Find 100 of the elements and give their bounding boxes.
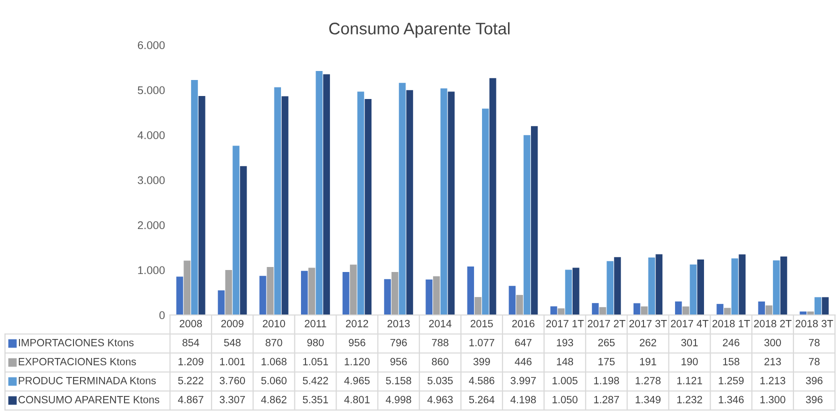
data-label: 4.963 [427,396,453,404]
bar [482,108,489,315]
bar [274,87,281,315]
bar [697,260,704,315]
bar [308,268,316,315]
bar [716,304,724,315]
bar [176,276,184,315]
data-label: 3.760 [220,376,245,384]
y-tick-label: 3.000 [138,176,165,184]
data-label: 5.422 [302,376,328,384]
bar [656,254,662,315]
data-label: 548 [224,338,241,346]
data-label: 1.050 [552,396,578,404]
data-label: 647 [515,338,532,346]
y-tick-label: 6.000 [138,41,165,50]
bar [675,301,682,315]
data-label: 191 [640,358,656,366]
data-label: 796 [390,338,407,346]
bar [392,272,398,315]
data-label: 4.862 [261,396,286,404]
data-label: 1.259 [718,376,744,384]
data-label: 213 [764,358,781,366]
data-label: 265 [598,338,615,346]
x-tick-label: 2012 [346,320,368,328]
x-tick-label: 2011 [304,320,326,328]
data-label: 1.120 [344,358,370,366]
bar [682,306,690,315]
bar [398,82,406,315]
x-tick-label: 2018 1T [712,320,750,328]
data-label: 1.213 [760,376,786,384]
bar [530,126,538,315]
data-label: 3.307 [220,396,245,404]
bar [606,261,614,315]
bar [592,303,599,315]
x-tick-label: 2017 1T [546,320,584,328]
bar [599,307,606,315]
bar [433,276,440,315]
bar [489,78,496,315]
data-label: 1.209 [178,358,204,366]
bar [357,92,364,315]
bar [232,146,240,315]
data-label: 190 [682,358,698,366]
data-label: 78 [808,358,820,366]
data-label: 4.965 [344,376,370,384]
data-label: 1.121 [677,376,702,384]
data-label: 5.158 [386,376,412,384]
bar [384,279,391,315]
data-label: 1.278 [636,376,661,384]
bar [342,272,350,315]
y-tick-label: 1.000 [138,266,165,274]
bar [259,276,266,315]
data-label: 1.051 [303,358,328,366]
bar [780,256,788,315]
legend-label: CONSUMO APARENTE Ktons [18,396,160,404]
data-label: 3.997 [510,376,536,384]
x-tick-label: 2016 [512,320,534,328]
data-label: 4.867 [178,396,204,404]
bar [648,257,656,315]
data-label: 399 [473,358,490,366]
data-label: 860 [432,358,448,366]
data-label: 870 [266,338,282,346]
bar [724,308,731,315]
bar [184,260,190,315]
x-tick-label: 2008 [180,320,202,328]
bar [822,297,829,315]
data-label: 300 [764,338,781,346]
x-tick-label: 2010 [262,320,286,328]
data-label: 5.351 [302,396,328,404]
data-label: 788 [432,338,448,346]
data-label: 1.198 [594,376,619,384]
bar [426,280,432,315]
data-label: 4.801 [344,396,370,404]
data-label: 301 [681,338,698,346]
legend-label: IMPORTACIONES Ktons [18,338,134,346]
bar [614,257,621,315]
bar [731,258,738,315]
data-label: 148 [556,358,574,366]
data-label: 1.232 [677,396,702,404]
bar [758,302,765,315]
data-label: 1.001 [220,358,245,366]
bar [440,88,448,315]
bar [633,303,640,315]
data-label: 5.035 [428,376,453,384]
bar [266,266,274,315]
bar [772,260,780,315]
data-label: 175 [598,358,615,366]
x-tick-label: 2018 3T [796,320,834,328]
bar [191,80,198,315]
x-tick-label: 2017 2T [588,320,626,328]
data-label: 158 [723,358,740,366]
x-tick-label: 2009 [221,320,244,328]
y-tick-label: 5.000 [138,86,165,94]
bar [814,297,822,315]
data-label: 1.077 [469,338,494,346]
data-label: 396 [806,396,822,404]
bar [508,286,516,315]
data-label: 1.287 [594,396,619,404]
bar [572,268,580,315]
bar [738,254,746,315]
data-label: 956 [390,358,407,366]
